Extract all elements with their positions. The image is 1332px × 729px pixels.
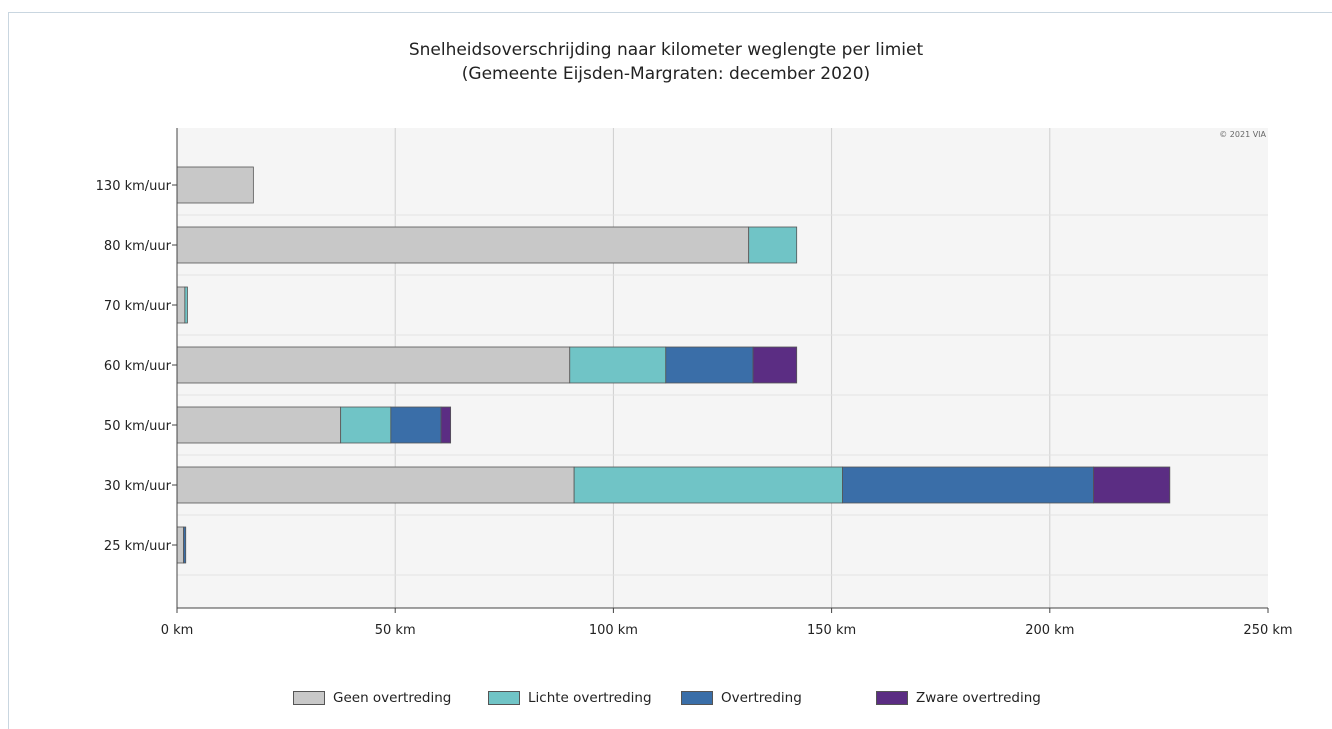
legend-swatch (488, 691, 520, 705)
bar-segment (842, 466, 1094, 504)
y-tick-label: 70 km/uur (104, 299, 172, 314)
x-tick-label: 100 km (589, 623, 638, 638)
bar-segment (748, 226, 798, 264)
legend-item[interactable]: Overtreding (681, 687, 802, 709)
bar-segment (176, 346, 571, 384)
legend-swatch (876, 691, 908, 705)
bar-segment (1093, 466, 1171, 504)
x-tick-label: 0 km (161, 623, 194, 638)
axes (176, 128, 1268, 609)
chart-credit: © 2021 VIA (1219, 130, 1266, 139)
bar-segment (573, 466, 843, 504)
frame-top-border (8, 12, 1332, 13)
legend-swatch (293, 691, 325, 705)
legend-label: Overtreding (721, 690, 802, 706)
bar-segment (390, 406, 442, 444)
legend-label: Lichte overtreding (528, 690, 652, 706)
bars (176, 166, 1171, 564)
y-tick-label: 30 km/uur (104, 479, 172, 494)
bar-segment (176, 526, 184, 564)
y-tick-label: 80 km/uur (104, 239, 172, 254)
bar-segment (176, 406, 342, 444)
legend-label: Geen overtreding (333, 690, 452, 706)
x-axis-labels: 0 km 50 km 100 km 150 km 200 km 250 km (161, 608, 1293, 638)
legend-item[interactable]: Zware overtreding (876, 687, 1041, 709)
bar-segment (176, 226, 750, 264)
horizontal-gridlines (177, 214, 1268, 576)
x-tick-label: 200 km (1025, 623, 1074, 638)
bar-segment (340, 406, 392, 444)
y-tick-label: 130 km/uur (96, 179, 172, 194)
bar-segment (752, 346, 798, 384)
legend-label: Zware overtreding (916, 690, 1041, 706)
x-tick-label: 250 km (1243, 623, 1292, 638)
x-tick-label: 50 km (375, 623, 416, 638)
bar-segment (183, 526, 187, 564)
chart-subtitle: (Gemeente Eijsden-Margraten: december 20… (461, 64, 871, 84)
x-tick-label: 150 km (807, 623, 856, 638)
y-tick-label: 60 km/uur (104, 359, 172, 374)
bar-segment (665, 346, 754, 384)
legend-swatch (681, 691, 713, 705)
bar-segment (176, 166, 254, 204)
bar-segment (440, 406, 452, 444)
bar-segment (569, 346, 667, 384)
bar-segment (184, 286, 188, 324)
frame-left-border (8, 12, 9, 729)
legend-item[interactable]: Geen overtreding (293, 687, 451, 709)
chart-title: Snelheidsoverschrijding naar kilometer w… (408, 40, 924, 60)
legend-item[interactable]: Lichte overtreding (488, 687, 652, 709)
legend: Geen overtreding Lichte overtreding Overtr… (0, 687, 1332, 709)
bar-segment (176, 286, 186, 324)
y-axis-labels: 130 km/uur 80 km/uur 70 km/uur 60 km/uur 50 … (96, 179, 177, 554)
bar-segment (176, 466, 575, 504)
y-tick-label: 25 km/uur (104, 539, 172, 554)
y-tick-label: 50 km/uur (104, 419, 172, 434)
